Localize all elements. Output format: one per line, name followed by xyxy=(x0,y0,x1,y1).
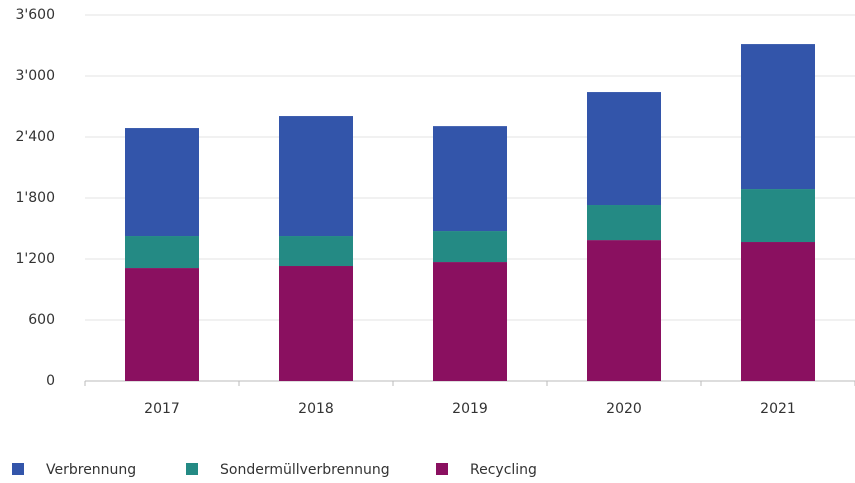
bar-segment xyxy=(433,126,507,232)
y-tick-label: 1'800 xyxy=(16,190,55,206)
x-tick-label: 2019 xyxy=(452,401,488,417)
bar-segment xyxy=(741,242,815,381)
bar-segment xyxy=(741,189,815,243)
x-tick-label: 2017 xyxy=(144,401,180,417)
y-tick-label: 1'200 xyxy=(16,251,55,267)
legend-label: Verbrennung xyxy=(46,462,136,478)
legend-label: Recycling xyxy=(470,462,537,478)
x-tick-label: 2021 xyxy=(760,401,796,417)
y-tick-label: 600 xyxy=(28,312,55,328)
bar-segment xyxy=(587,240,661,381)
legend-swatch xyxy=(436,463,448,475)
bar-segment xyxy=(125,268,199,381)
bar-segment xyxy=(125,236,199,269)
bar-segment xyxy=(741,44,815,190)
bar-segment xyxy=(279,116,353,237)
bar-segment xyxy=(125,128,199,237)
y-tick-label: 0 xyxy=(46,373,55,389)
bar-segment xyxy=(587,92,661,206)
legend-swatch xyxy=(12,463,24,475)
bar-segment xyxy=(279,236,353,267)
bar-segment xyxy=(587,205,661,241)
x-tick-label: 2020 xyxy=(606,401,642,417)
bar-segment xyxy=(433,262,507,381)
y-tick-label: 3'600 xyxy=(16,7,55,23)
legend-label: Sondermüllverbrennung xyxy=(220,462,390,478)
y-tick-label: 2'400 xyxy=(16,129,55,145)
bar-segment xyxy=(279,266,353,381)
bar-segment xyxy=(433,231,507,263)
x-tick-label: 2018 xyxy=(298,401,334,417)
legend-swatch xyxy=(186,463,198,475)
y-tick-label: 3'000 xyxy=(16,68,55,84)
